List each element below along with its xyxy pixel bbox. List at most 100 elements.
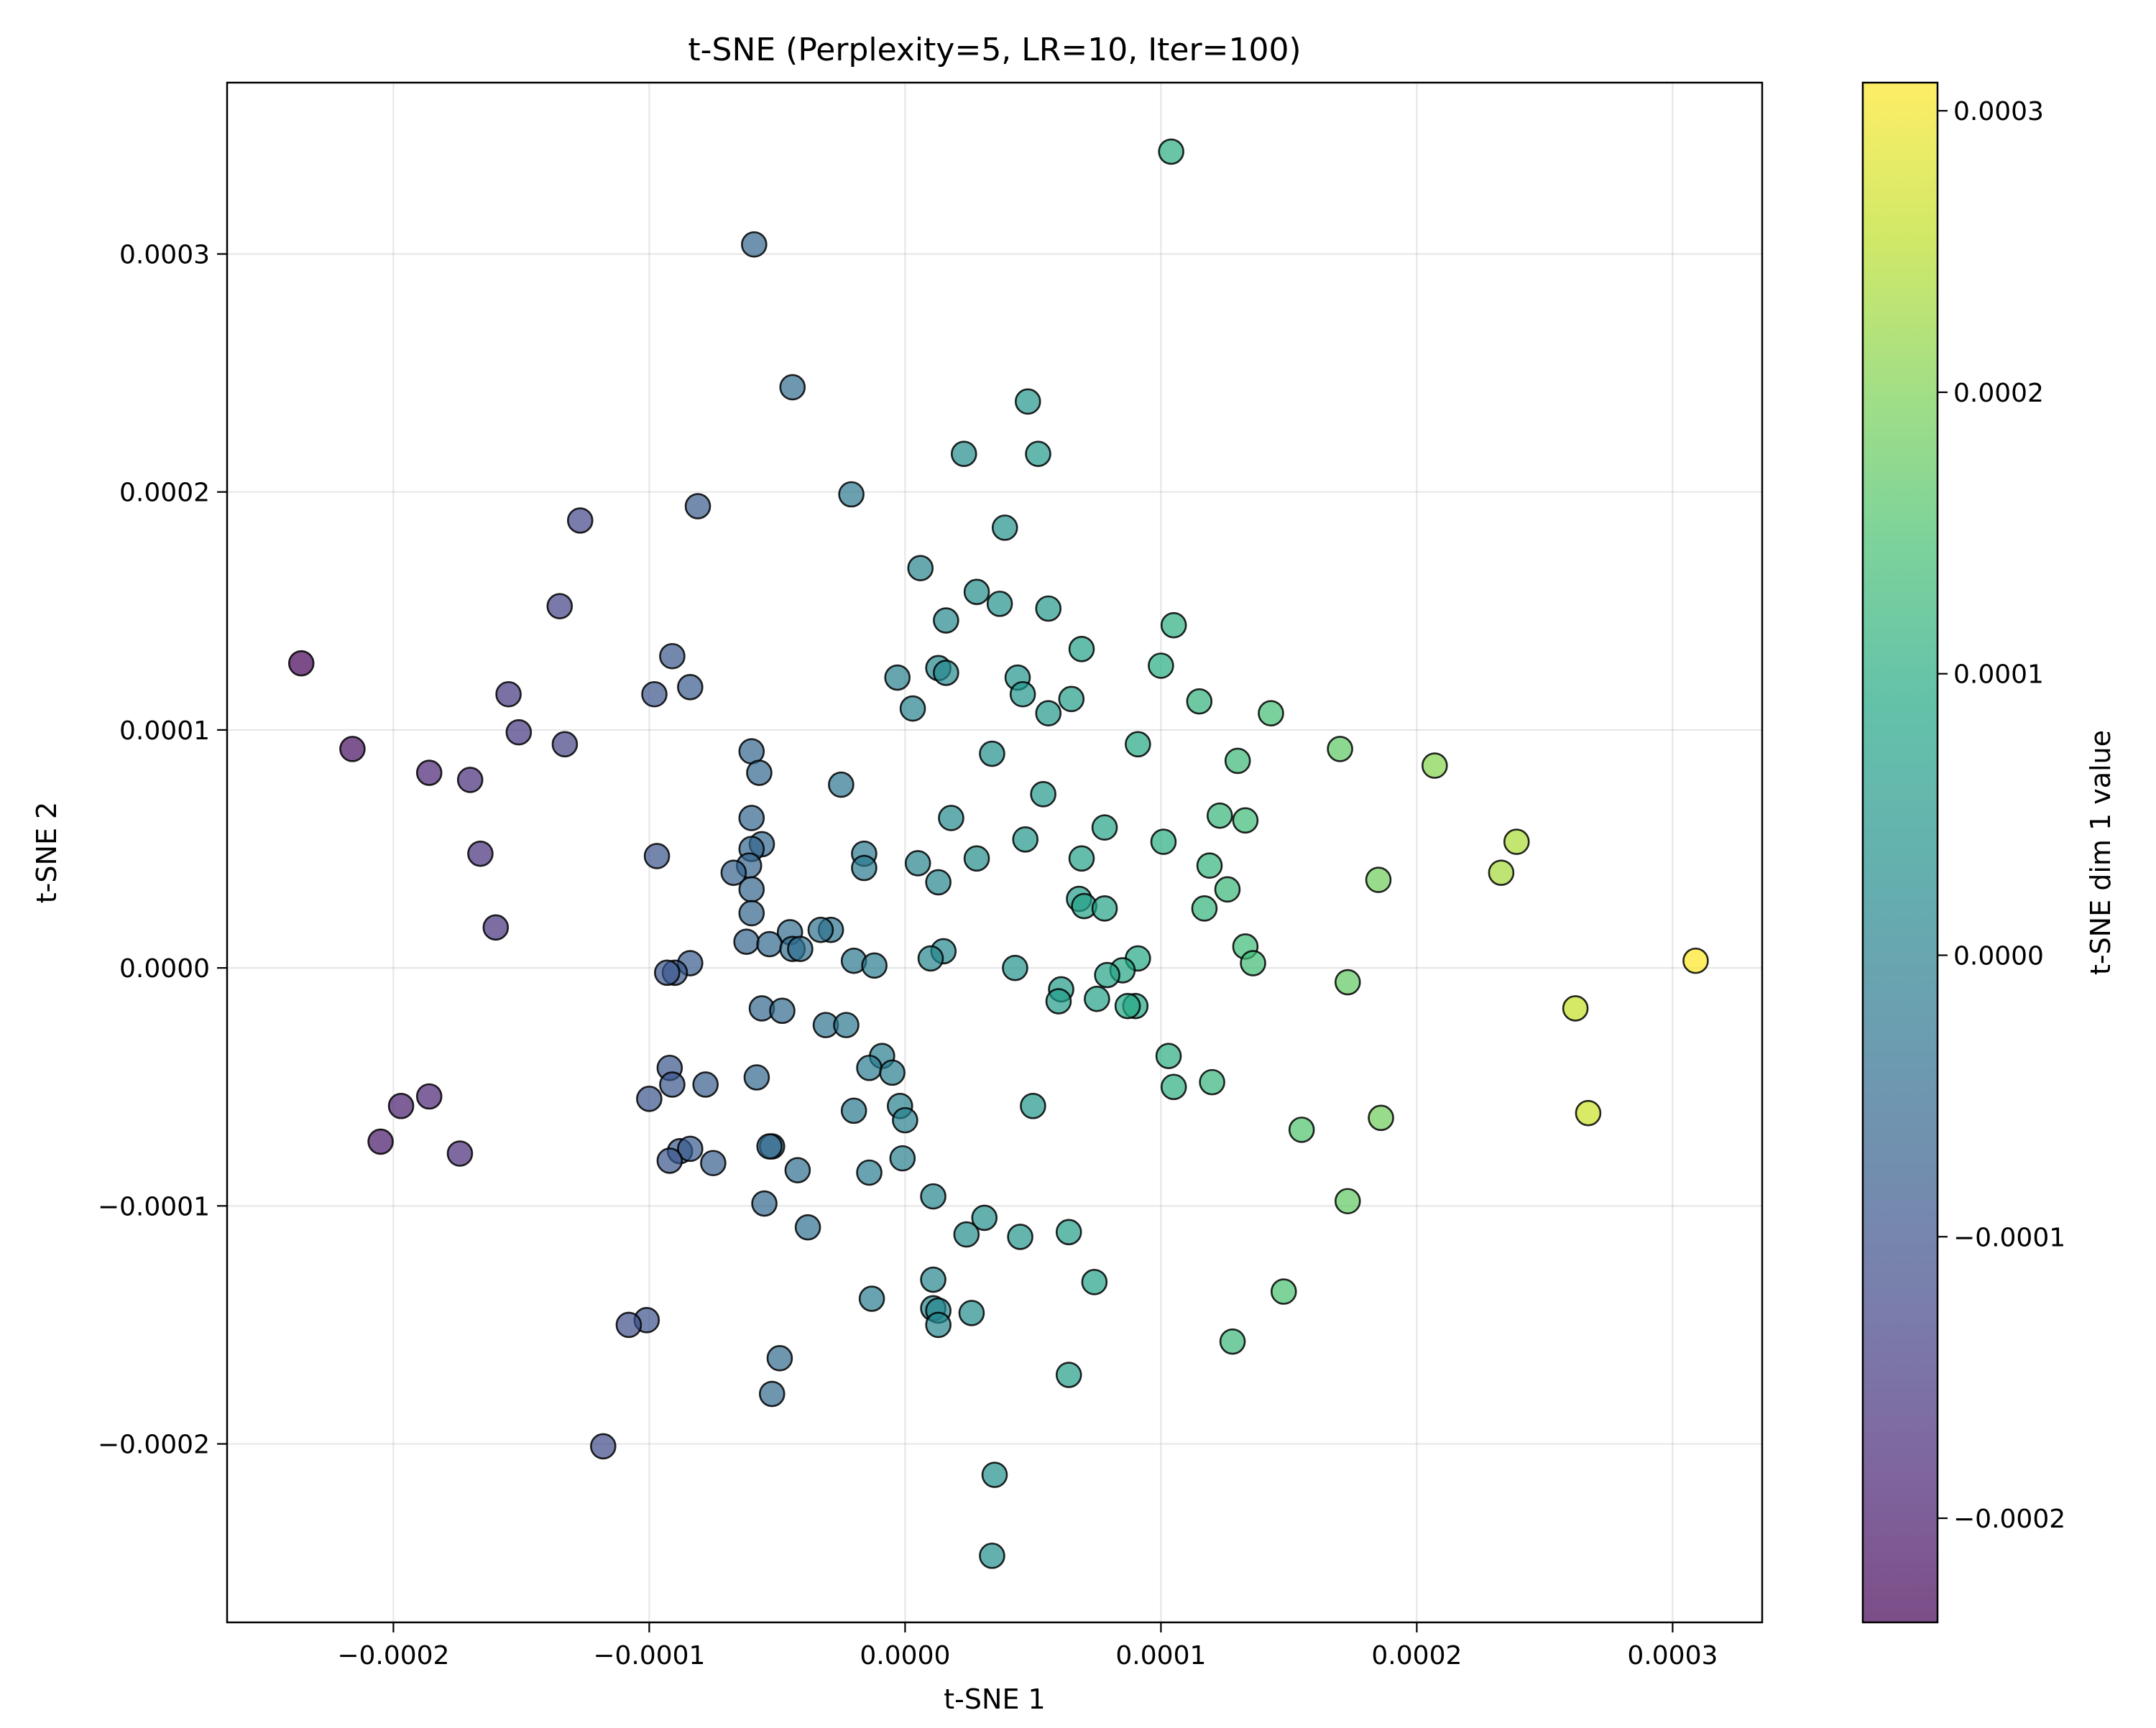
scatter-point [1035, 595, 1062, 622]
scatter-point [1058, 685, 1085, 713]
scatter-point [981, 1461, 1008, 1488]
x-axis-label: t-SNE 1 [944, 1683, 1045, 1715]
scatter-point [920, 1183, 946, 1210]
colorbar-tick-label: 0.0003 [1953, 97, 2044, 126]
scatter-point [1094, 961, 1120, 989]
scatter-point [1084, 985, 1110, 1012]
scatter-point [677, 1135, 704, 1163]
scatter-point [684, 493, 711, 519]
scatter-points [287, 138, 1709, 1569]
scatter-point [1045, 988, 1072, 1015]
y-tick-label: 0.0001 [119, 716, 210, 746]
scatter-point [756, 930, 783, 958]
scatter-point [1422, 752, 1448, 779]
scatter-point [1214, 876, 1241, 903]
scatter-point [546, 593, 573, 619]
colorbar-label: t-SNE dim 1 value [2085, 730, 2116, 975]
scatter-point [367, 1128, 394, 1155]
scatter-point [746, 759, 773, 786]
colorbar-tick-label: 0.0000 [1953, 941, 2044, 971]
scatter-point [551, 731, 579, 758]
colorbar-ticks: −0.0002 −0.0001 0.0000 0.0001 0.0002 0.0003 [1938, 97, 2065, 1534]
scatter-point [856, 1159, 883, 1186]
scatter-point [917, 945, 944, 972]
scatter-point [838, 481, 865, 508]
scatter-point [643, 843, 671, 869]
scatter-point [899, 695, 926, 722]
scatter-point [733, 928, 760, 956]
scatter-point [779, 374, 806, 401]
scatter-point [925, 1311, 952, 1339]
scatter-point [1030, 781, 1056, 808]
scatter-point [1068, 845, 1095, 872]
scatter-point [807, 916, 834, 943]
scatter-point [636, 1086, 663, 1112]
scatter-point [1155, 1043, 1182, 1069]
chart-title: t-SNE (Perplexity=5, LR=10, Iter=100) [688, 32, 1301, 68]
scatter-point [751, 1190, 778, 1217]
scatter-point [904, 850, 931, 877]
scatter-point [856, 1054, 883, 1081]
scatter-point [979, 1542, 1005, 1569]
x-tick-label: −0.0002 [337, 1641, 449, 1671]
scatter-point [1240, 950, 1266, 976]
scatter-point [963, 845, 990, 872]
scatter-point [1191, 895, 1218, 922]
scatter-point [1365, 867, 1392, 893]
scatter-point [794, 1214, 821, 1241]
scatter-point [738, 876, 765, 903]
scatter-point [1068, 636, 1095, 662]
colorbar-gradient [1863, 83, 1938, 1622]
scatter-point [1270, 1278, 1297, 1305]
scatter-point [446, 1140, 474, 1167]
scatter-point [858, 1285, 885, 1312]
scatter-point [1055, 1362, 1082, 1388]
scatter-point [892, 1106, 918, 1134]
scatter-point [920, 1266, 946, 1293]
scatter-point [1025, 440, 1051, 468]
scatter-point [720, 859, 747, 886]
plot-frame [226, 81, 1764, 1624]
scatter-point [743, 1064, 770, 1091]
scatter-point [938, 805, 964, 831]
scatter-point [456, 767, 484, 793]
scatter-point [971, 1204, 998, 1232]
y-tick-label: −0.0001 [98, 1192, 210, 1221]
scatter-point [1575, 1099, 1602, 1127]
scatter-point [738, 805, 765, 831]
scatter-point [963, 578, 990, 606]
x-tick-label: 0.0003 [1627, 1641, 1718, 1671]
scatter-point [1232, 807, 1259, 834]
scatter-point [1150, 828, 1177, 855]
colorbar: −0.0002 −0.0001 0.0000 0.0001 0.0002 0.0003 t… [1861, 81, 2116, 1624]
scatter-point [1562, 995, 1589, 1022]
scatter-point [1007, 1224, 1033, 1250]
scatter-point [700, 1150, 727, 1177]
scatter-point [641, 680, 668, 708]
scatter-point [1368, 1104, 1394, 1132]
scatter-point [1288, 1117, 1315, 1143]
colorbar-tick-label: 0.0001 [1953, 660, 2044, 690]
scatter-point [861, 952, 888, 979]
scatter-point [482, 914, 510, 941]
scatter-point [1009, 680, 1036, 708]
y-tick-label: −0.0002 [98, 1431, 210, 1460]
x-tick-label: 0.0000 [860, 1641, 950, 1671]
scatter-point [1334, 1188, 1361, 1215]
scatter-point [287, 650, 315, 677]
scatter-point [991, 514, 1018, 541]
scatter-point [590, 1433, 617, 1460]
scatter-point [339, 736, 366, 762]
scatter-point [1258, 700, 1284, 727]
scatter-point [1160, 611, 1187, 639]
scatter-point [879, 1059, 906, 1086]
scatter-point [659, 1071, 686, 1098]
x-tick-label: 0.0001 [1115, 1641, 1206, 1671]
scatter-point [1012, 826, 1039, 853]
scatter-point [467, 840, 494, 867]
colorbar-tick-label: −0.0002 [1953, 1505, 2065, 1534]
scatter-point [1158, 138, 1184, 165]
scatter-point [1327, 736, 1353, 762]
scatter-point [889, 1145, 916, 1172]
scatter-point [1186, 688, 1213, 715]
